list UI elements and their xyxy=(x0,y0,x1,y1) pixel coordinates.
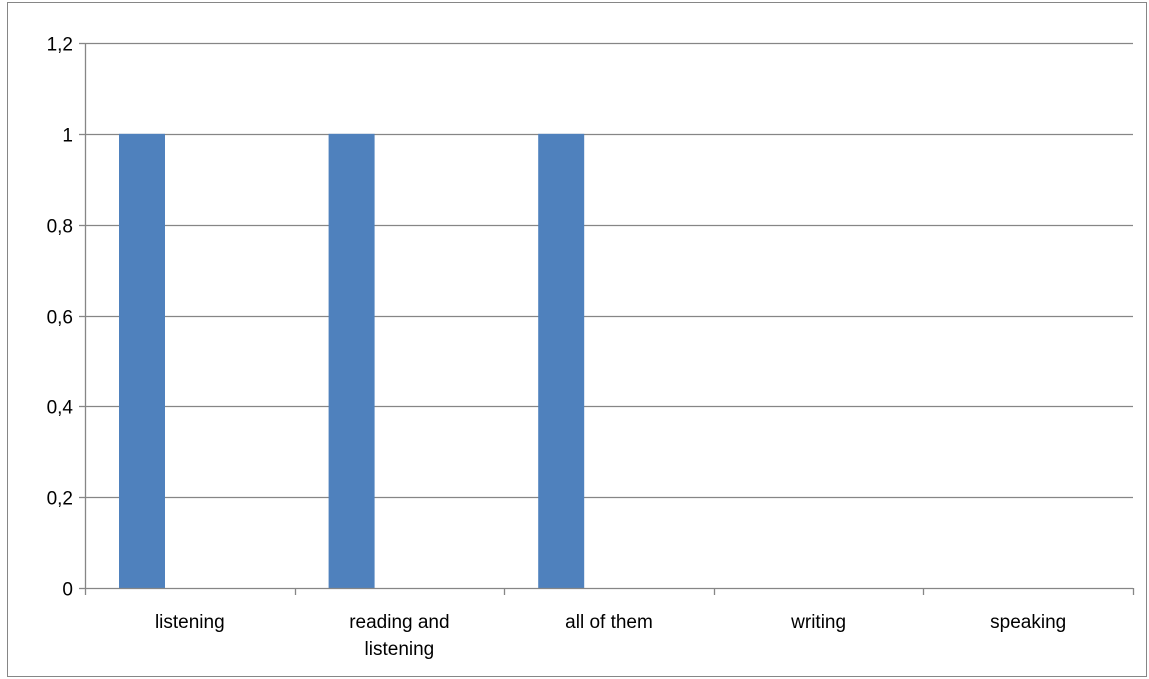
bar xyxy=(538,133,585,589)
x-tick-label-line: all of them xyxy=(565,612,653,633)
x-tick-label: reading and listening xyxy=(349,612,449,660)
x-tick-label-line: speaking xyxy=(990,612,1066,633)
x-tick-label-line: reading and xyxy=(349,612,449,633)
y-tick-label: 0,2 xyxy=(47,489,73,510)
x-tick-label-line: listening xyxy=(155,612,225,633)
x-tick-label-line: listening xyxy=(365,639,435,660)
bar xyxy=(328,133,375,589)
x-tick-label: all of them xyxy=(565,612,653,633)
axes xyxy=(79,42,1135,595)
y-tick-labels: 0 0,2 0,4 0,6 0,8 1 1,2 xyxy=(47,35,74,601)
bar xyxy=(119,133,165,589)
y-tick-label: 0,6 xyxy=(47,308,73,329)
y-tick-label: 1 xyxy=(62,126,73,147)
y-tick-label: 0,4 xyxy=(47,398,74,419)
gridlines xyxy=(85,42,1133,499)
x-tick-label: writing xyxy=(790,612,846,633)
y-tick-label: 0 xyxy=(62,580,73,601)
x-tick-label-line: writing xyxy=(790,612,846,633)
y-tick-label: 0,8 xyxy=(47,217,73,238)
x-tick-label: speaking xyxy=(990,612,1066,633)
bars xyxy=(119,133,585,589)
y-tick-label: 1,2 xyxy=(47,35,73,56)
x-tick-labels: listening reading and listening all of them… xyxy=(155,612,1066,660)
x-tick-label: listening xyxy=(155,612,225,633)
